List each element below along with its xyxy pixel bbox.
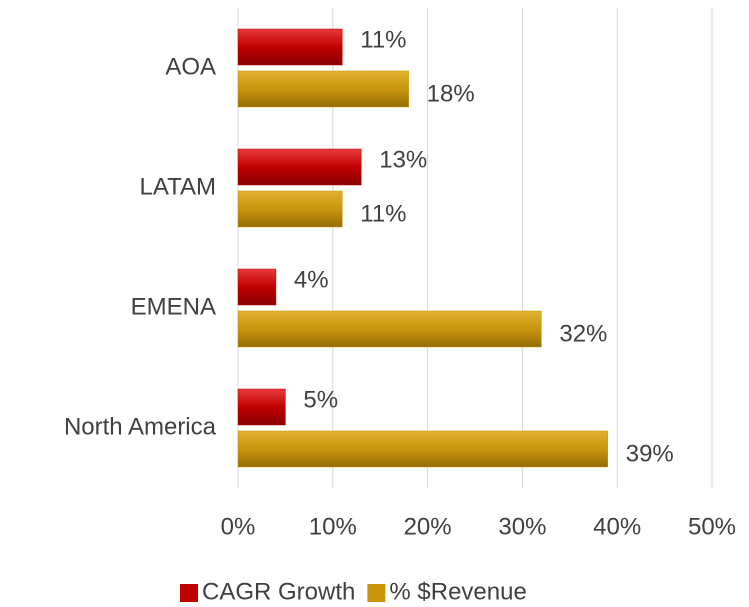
data-label: 39% bbox=[626, 440, 674, 467]
bar bbox=[237, 190, 343, 228]
legend-swatch bbox=[180, 584, 198, 602]
x-tick-label: 50% bbox=[688, 513, 736, 540]
data-label: 11% bbox=[360, 26, 406, 53]
bar bbox=[237, 310, 542, 348]
bar bbox=[237, 268, 277, 306]
y-tick-label: AOA bbox=[165, 53, 216, 80]
bar bbox=[237, 430, 608, 468]
x-tick-label: 40% bbox=[593, 513, 641, 540]
x-tick-label: 10% bbox=[309, 513, 357, 540]
x-tick-label: 30% bbox=[498, 513, 546, 540]
x-tick-label: 0% bbox=[221, 513, 256, 540]
bar bbox=[237, 148, 362, 186]
y-tick-label: LATAM bbox=[140, 173, 216, 200]
legend-label: % $Revenue bbox=[389, 578, 526, 605]
bar bbox=[237, 70, 409, 108]
data-label: 13% bbox=[379, 146, 427, 173]
bar bbox=[237, 388, 286, 426]
x-tick-label: 20% bbox=[404, 513, 452, 540]
y-tick-label: North America bbox=[64, 413, 217, 440]
y-tick-label: EMENA bbox=[131, 293, 216, 320]
legend-swatch bbox=[367, 584, 386, 602]
bar bbox=[237, 28, 343, 66]
data-label: 18% bbox=[427, 80, 475, 107]
legend-label: CAGR Growth bbox=[202, 578, 355, 605]
data-label: 4% bbox=[294, 266, 329, 293]
data-label: 5% bbox=[303, 386, 338, 413]
data-label: 32% bbox=[559, 320, 607, 347]
data-label: 11% bbox=[360, 200, 406, 227]
